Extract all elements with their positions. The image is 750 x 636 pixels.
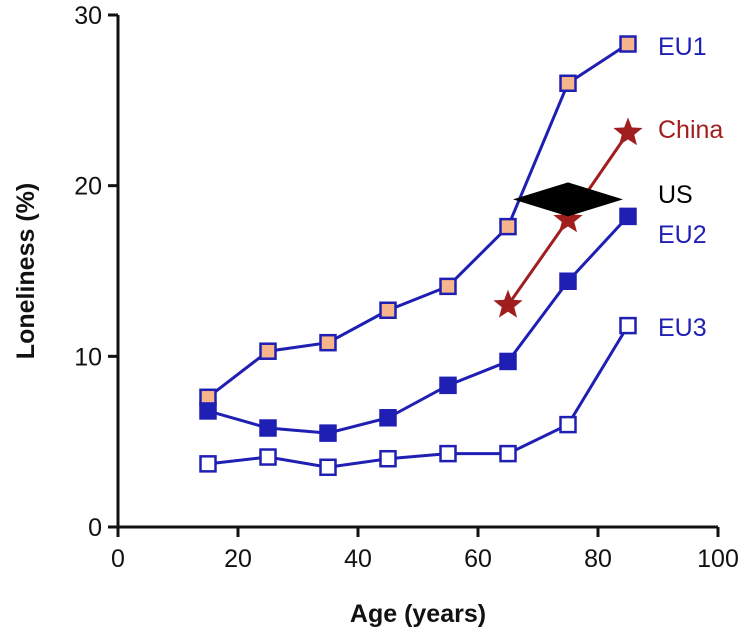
y-tick-label: 30 xyxy=(74,2,102,30)
data-point xyxy=(259,448,277,466)
data-point xyxy=(199,402,217,420)
data-point xyxy=(379,409,397,427)
data-point xyxy=(379,301,397,320)
series-label-eu3: EU3 xyxy=(658,314,707,342)
data-point xyxy=(619,316,637,335)
series-eu3 xyxy=(199,316,637,477)
y-tick-label: 20 xyxy=(74,173,102,201)
data-point xyxy=(439,444,457,463)
x-tick-label: 60 xyxy=(464,545,492,573)
x-tick-label: 40 xyxy=(344,545,372,573)
data-point xyxy=(439,376,457,395)
series-us xyxy=(513,182,623,217)
y-tick-label: 0 xyxy=(88,514,102,542)
data-point xyxy=(513,182,623,217)
series-layer xyxy=(199,35,643,477)
data-point xyxy=(319,333,337,352)
data-point xyxy=(619,207,637,226)
data-point xyxy=(559,272,577,290)
data-point xyxy=(199,455,217,473)
x-tick-label: 100 xyxy=(697,545,739,573)
data-point xyxy=(499,444,517,463)
data-point xyxy=(319,424,337,442)
ticks: 0 20 40 60 80 100 0 10 20 30 xyxy=(74,2,739,573)
data-point xyxy=(559,74,577,93)
data-point xyxy=(259,419,277,437)
x-tick-label: 0 xyxy=(111,545,125,573)
series-china xyxy=(493,117,643,318)
series-label-eu1: EU1 xyxy=(658,33,707,61)
data-point xyxy=(613,117,643,146)
data-point xyxy=(499,217,517,236)
data-point xyxy=(559,415,577,434)
series-label-china: China xyxy=(658,116,723,144)
series-eu1 xyxy=(199,35,637,407)
data-point xyxy=(619,35,637,53)
data-point xyxy=(499,352,517,371)
data-point xyxy=(379,449,397,468)
data-point xyxy=(439,277,457,296)
series-labels: EU1 China US EU2 EU3 xyxy=(658,33,723,342)
series-line xyxy=(207,324,630,469)
series-eu2 xyxy=(199,207,637,442)
x-tick-label: 80 xyxy=(584,545,612,573)
data-point xyxy=(319,458,337,477)
series-label-us: US xyxy=(658,181,693,209)
series-label-eu2: EU2 xyxy=(658,221,707,249)
x-tick-label: 20 xyxy=(224,545,252,573)
series-line xyxy=(207,215,630,435)
axes xyxy=(116,15,718,529)
y-axis-title: Loneliness (%) xyxy=(12,183,40,359)
x-axis-title: Age (years) xyxy=(350,600,486,628)
y-tick-label: 10 xyxy=(74,343,102,371)
data-point xyxy=(553,204,583,233)
data-point xyxy=(493,289,523,318)
data-point xyxy=(259,342,277,360)
series-line xyxy=(207,42,629,399)
